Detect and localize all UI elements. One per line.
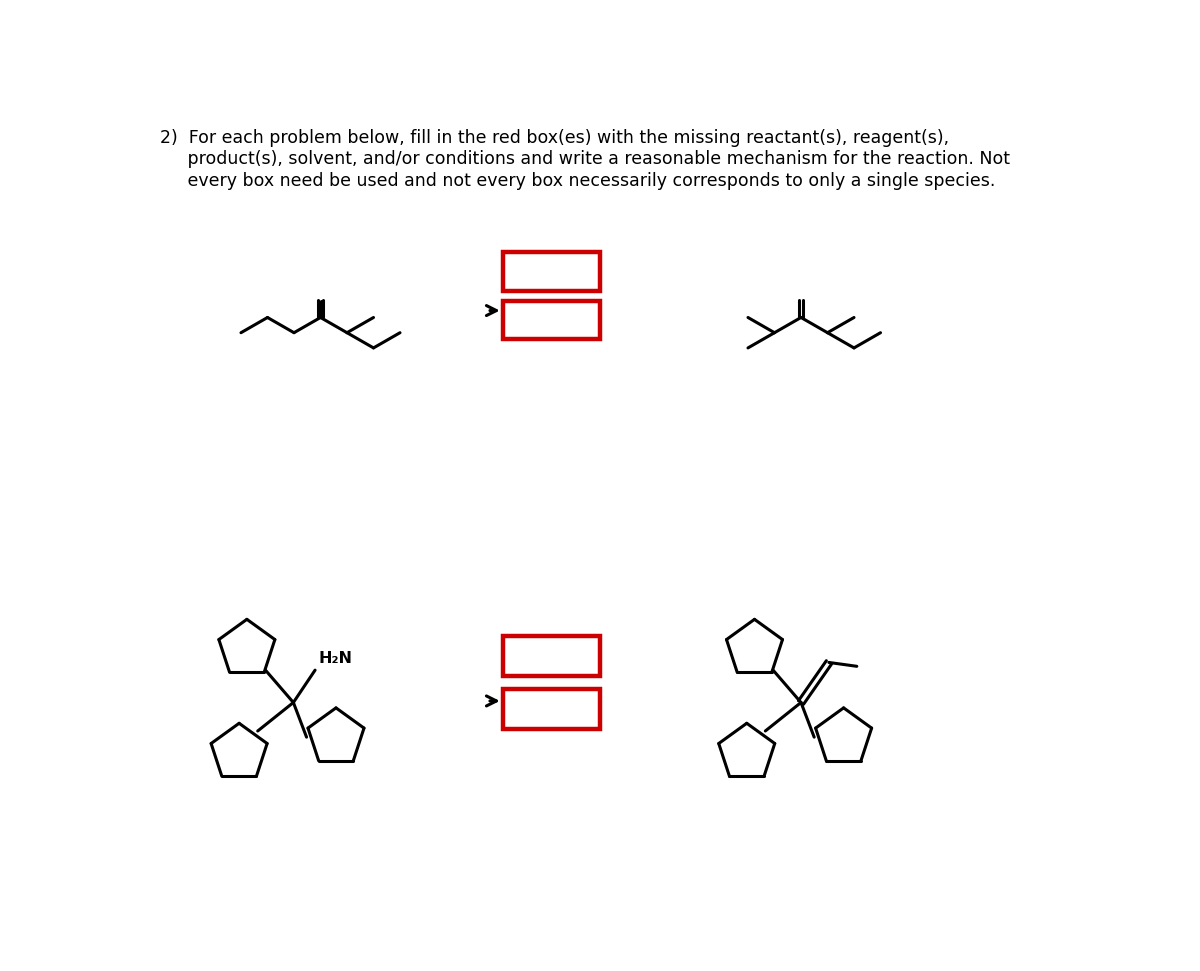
- Text: 2)  For each problem below, fill in the red box(es) with the missing reactant(s): 2) For each problem below, fill in the r…: [160, 129, 949, 147]
- Text: H₂N: H₂N: [318, 652, 352, 666]
- Bar: [503, 301, 600, 339]
- Bar: [503, 689, 600, 729]
- Bar: [503, 635, 600, 676]
- Bar: [503, 252, 600, 290]
- Text: product(s), solvent, and/or conditions and write a reasonable mechanism for the : product(s), solvent, and/or conditions a…: [160, 151, 1010, 168]
- Text: every box need be used and not every box necessarily corresponds to only a singl: every box need be used and not every box…: [160, 172, 996, 190]
